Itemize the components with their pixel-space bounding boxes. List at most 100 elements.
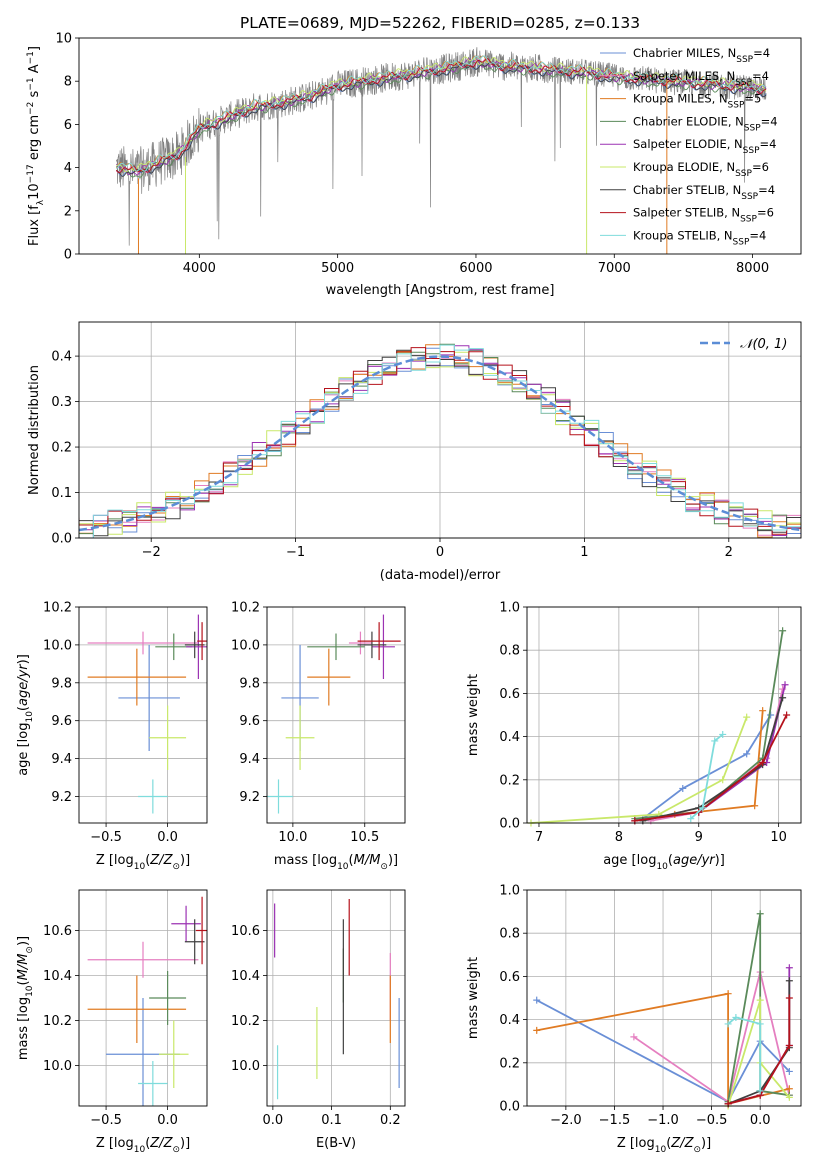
weight-marker-salpeter_stelib (783, 711, 791, 719)
y-tick-label: 8 (64, 75, 72, 90)
weight-marker-kroupa_elodie (756, 996, 764, 1004)
weight-marker-chabrier_stelib (779, 694, 787, 702)
y-tick-label: 4 (64, 161, 72, 176)
x-tick-label: −0.5 (90, 1113, 122, 1128)
y-tick-label: 0.8 (499, 927, 520, 942)
legend-label-salpeter_elodie: Salpeter ELODIE, NSSP=4 (633, 137, 776, 156)
mass_vs_Z-xlabel: Z [log10(Z/Z⊙)] (96, 1136, 190, 1155)
spectrum-xlabel: wavelength [Angstrom, rest frame] (326, 283, 555, 298)
y-tick-label: 10.0 (43, 1059, 72, 1074)
x-tick-label: −0.5 (696, 1113, 728, 1128)
y-tick-label: 2 (64, 204, 72, 219)
y-tick-label: 0 (64, 248, 72, 263)
x-tick-label: −1 (286, 545, 305, 560)
mass_vs_ebv-panel: 0.0 0.1 0.2 10.0 10.2 10.4 10.6 E(B-V) (231, 889, 406, 1151)
legend-label-chabrier_stelib: Chabrier STELIB, NSSP=4 (633, 183, 775, 202)
y-tick-label: 10.2 (231, 1014, 260, 1029)
weight_vs_age-panel: 7 8 9 10 0.0 0.2 0.4 0.6 0.8 1.0 age [log10(age/yr… (466, 601, 802, 872)
x-tick-label: 10.0 (278, 830, 307, 845)
weight-marker-chabrier_elodie (779, 627, 787, 635)
x-tick-label: −1.5 (599, 1113, 631, 1128)
x-tick-label: 9 (695, 830, 703, 845)
x-tick-label: 0 (436, 545, 444, 560)
weight-marker-kroupa_stelib (756, 1020, 764, 1028)
y-tick-label: 0.2 (499, 773, 520, 788)
weight-marker-chabrier_stelib (785, 977, 793, 985)
y-tick-label: 10.2 (231, 601, 260, 616)
y-tick-label: 6 (64, 118, 72, 133)
weight-marker-chabrier_miles (679, 784, 687, 792)
mass_vs_Z-ylabel: mass [log10(M/M⊙)] (16, 936, 35, 1060)
weight-line-chabrier_miles (536, 999, 790, 1103)
weight-marker-kroupa_miles (751, 802, 759, 810)
weight-marker-kroupa_miles (759, 707, 767, 715)
weight-line-chabrier_miles (642, 714, 772, 820)
weight-marker-salpeter_elodie (781, 681, 789, 689)
x-tick-label: 2 (725, 545, 733, 560)
x-tick-label: 6000 (459, 261, 492, 276)
x-tick-label: −1.0 (647, 1113, 679, 1128)
mass_vs_ebv-xlabel: E(B-V) (316, 1136, 356, 1151)
residuals-panel: −2 −1 0 1 2 0.0 0.1 0.2 0.3 0.4 𝒩(0, 1) (data-model… (27, 321, 802, 583)
weight_vs_Z-panel: −2.0 −1.5 −1.0 −0.5 0.0 0.0 0.2 0.4 0.6 0.8 1.0 Z [… (466, 884, 802, 1155)
y-tick-label: 10.6 (43, 924, 72, 939)
weight-line-kroupa_stelib (727, 1016, 762, 1091)
residuals-xlabel: (data-model)/error (380, 568, 501, 583)
weight-line-salpeter_stelib (727, 998, 791, 1105)
weight_vs_age-ylabel: mass weight (466, 674, 481, 756)
age_vs_Z-xlabel: Z [log10(Z/Z⊙)] (96, 853, 190, 872)
weight-marker-salpeter_elodie (785, 964, 793, 972)
y-tick-label: 0.4 (499, 730, 520, 745)
y-tick-label: 10.4 (43, 969, 72, 984)
weight-marker-chabrier_miles (785, 1067, 793, 1075)
weight-line-salpeter_stelib (634, 714, 788, 822)
axes-frame (526, 889, 802, 1107)
y-tick-label: 0.0 (51, 532, 72, 547)
gaussian-curve (78, 355, 802, 532)
weight-marker-kroupa_miles (785, 1085, 793, 1093)
weight-marker-kroupa_stelib (699, 804, 707, 812)
weight-marker-kroupa_elodie (785, 1093, 793, 1101)
y-tick-label: 10 (55, 32, 72, 47)
x-tick-label: 7 (535, 830, 543, 845)
x-tick-label: 0.0 (263, 1113, 284, 1128)
x-tick-label: 10.5 (350, 830, 379, 845)
y-tick-label: 0.8 (499, 644, 520, 659)
model-spectrum-chabrier_elodie (116, 60, 767, 178)
x-tick-label: 0.1 (321, 1113, 342, 1128)
weight-marker-salpeter_stelib (759, 759, 767, 767)
weight-line-kroupa_stelib (690, 733, 724, 820)
weight-marker-salpeter_stelib (785, 1042, 793, 1050)
y-tick-label: 9.6 (239, 714, 260, 729)
y-tick-label: 1.0 (499, 884, 520, 899)
axes-frame (526, 606, 802, 824)
x-tick-label: 0.0 (157, 830, 178, 845)
y-tick-label: 9.4 (51, 752, 72, 767)
y-tick-label: 9.2 (239, 790, 260, 805)
weight_vs_Z-xlabel: Z [log10(Z/Z⊙)] (617, 1136, 711, 1155)
y-tick-label: 10.2 (43, 601, 72, 616)
weight-line-kroupa_elodie (530, 716, 748, 824)
y-tick-label: 9.4 (239, 752, 260, 767)
weight-marker-salpeter_miles (630, 1033, 638, 1041)
x-tick-label: −0.5 (90, 830, 122, 845)
y-tick-label: 0.0 (499, 817, 520, 832)
model-spectrum-kroupa_stelib (116, 55, 767, 172)
y-tick-label: 0.2 (51, 441, 72, 456)
x-tick-label: 0.0 (157, 1113, 178, 1128)
model-spectrum-chabrier_stelib (116, 61, 767, 177)
weight-marker-chabrier_miles (743, 750, 751, 758)
mass_vs_Z-panel: −0.5 0.0 10.0 10.2 10.4 10.6 Z [log10(Z/Z⊙)] ma… (16, 889, 208, 1155)
weight-marker-kroupa_elodie (743, 713, 751, 721)
age_vs_mass-xlabel: mass [log10(M/M⊙)] (274, 853, 398, 872)
y-tick-label: 9.8 (239, 676, 260, 691)
model-spectrum-salpeter_elodie (115, 58, 767, 176)
age_vs_mass-panel: 10.0 10.5 9.2 9.4 9.6 9.8 10.0 10.2 mass [log10(… (231, 601, 406, 872)
axes-frame (78, 321, 802, 539)
y-tick-label: 10.6 (231, 924, 260, 939)
weight-marker-kroupa_stelib (724, 1020, 732, 1028)
x-tick-label: 4000 (183, 261, 216, 276)
weight-marker-kroupa_stelib (719, 730, 727, 738)
x-tick-label: 8000 (736, 261, 769, 276)
